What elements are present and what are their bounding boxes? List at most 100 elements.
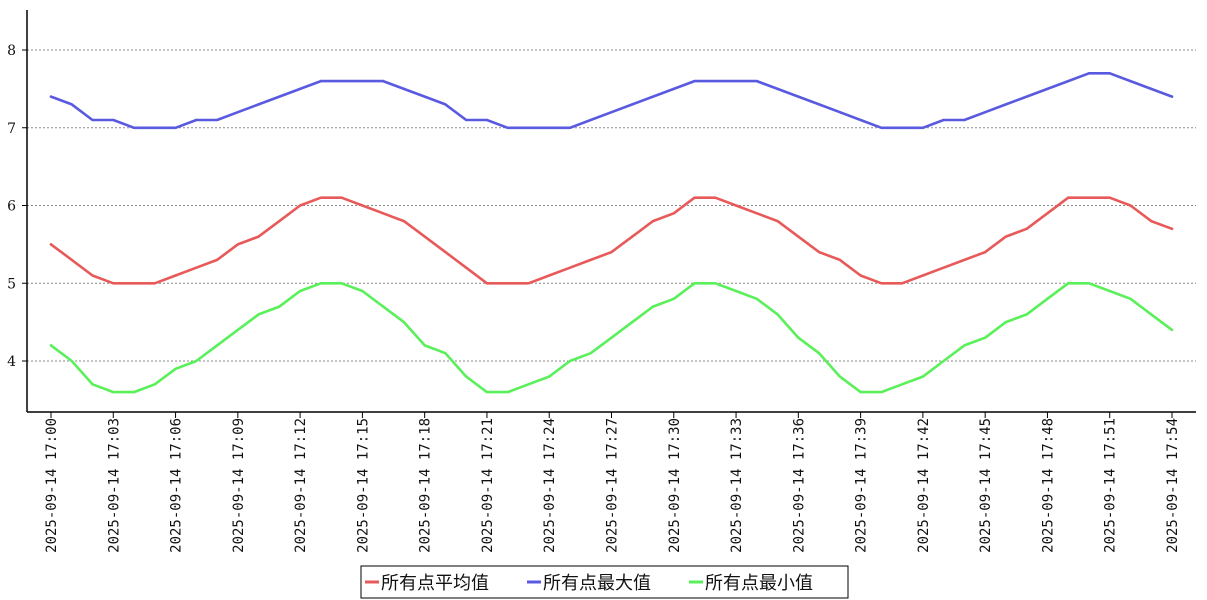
data-point (1170, 227, 1174, 231)
data-point (568, 266, 572, 269)
data-point (464, 266, 468, 269)
data-point (298, 289, 302, 293)
data-point (444, 250, 447, 254)
legend-box (360, 565, 849, 599)
data-point (610, 250, 613, 254)
x-tick-label: 2025-09-14 17:27 (605, 418, 621, 553)
data-point (132, 282, 136, 285)
data-point (340, 196, 343, 199)
y-tick-label: 8 (7, 43, 16, 59)
data-point (215, 344, 219, 347)
data-point (361, 289, 364, 293)
data-point (174, 126, 177, 129)
data-point (859, 390, 862, 394)
data-point (1170, 95, 1174, 98)
data-point (1025, 313, 1028, 316)
data-point (1067, 282, 1070, 285)
data-point (714, 79, 717, 83)
data-point (132, 126, 136, 129)
data-point (1150, 313, 1153, 316)
data-point (610, 336, 613, 339)
data-point (631, 235, 634, 238)
x-tick-label: 2025-09-14 17:30 (667, 418, 683, 553)
data-point (1087, 72, 1091, 75)
data-point (568, 126, 572, 129)
data-point (195, 266, 198, 269)
data-point (880, 282, 883, 285)
x-tick-label: 2025-09-14 17:24 (542, 418, 558, 553)
data-point (506, 126, 509, 129)
data-point (714, 282, 717, 285)
data-point (1087, 282, 1091, 285)
data-point (838, 258, 842, 262)
data-point (631, 103, 634, 106)
data-point (485, 118, 489, 122)
data-point (112, 390, 115, 394)
data-point (49, 95, 53, 98)
data-point (319, 282, 323, 285)
data-point (693, 282, 696, 285)
data-point (942, 359, 945, 363)
data-point (236, 243, 240, 246)
data-point (1129, 79, 1132, 83)
data-point (236, 111, 240, 114)
x-tick-label: 2025-09-14 17:33 (729, 418, 745, 553)
data-point (797, 336, 800, 339)
data-point (859, 274, 862, 277)
data-point (174, 274, 177, 277)
data-point (195, 359, 198, 363)
x-tick-label: 2025-09-14 17:54 (1165, 418, 1181, 553)
data-point (278, 219, 281, 223)
data-point (361, 79, 364, 83)
series-layer (49, 72, 1174, 394)
x-tick-label: 2025-09-14 17:42 (916, 418, 932, 553)
data-point (402, 320, 406, 324)
x-tick-label: 2025-09-14 17:36 (791, 418, 807, 553)
y-tick-label: 6 (7, 199, 16, 215)
data-point (464, 375, 468, 378)
data-point (1025, 95, 1028, 98)
data-point (880, 390, 883, 394)
data-point (174, 367, 177, 370)
data-point (423, 95, 426, 98)
data-point (963, 344, 966, 347)
data-point (734, 79, 738, 83)
data-point (983, 336, 987, 339)
data-point (1170, 328, 1174, 332)
x-tick-label: 2025-09-14 17:51 (1103, 418, 1119, 553)
data-point (485, 390, 489, 394)
data-point (589, 258, 592, 262)
data-point (1004, 320, 1008, 324)
x-tick-label: 2025-09-14 17:00 (44, 418, 60, 553)
data-point (215, 258, 219, 262)
data-point (381, 79, 385, 83)
data-point (506, 390, 509, 394)
data-point (1046, 297, 1049, 300)
data-point (278, 95, 281, 98)
data-point (1129, 297, 1132, 300)
data-point (817, 103, 821, 106)
data-point (714, 196, 717, 199)
data-point (506, 282, 509, 285)
data-point (942, 118, 945, 122)
data-point (921, 375, 925, 378)
x-tick-label: 2025-09-14 17:45 (978, 418, 994, 553)
data-point (444, 352, 447, 355)
data-point (1087, 196, 1091, 199)
x-tick-label: 2025-09-14 17:15 (355, 418, 371, 553)
data-point (153, 282, 156, 285)
data-point (298, 204, 302, 207)
data-point (49, 344, 53, 347)
data-point (1150, 87, 1153, 91)
data-point (776, 313, 779, 316)
axes-layer: 4 5 6 7 8 2025-09-14 17:00 2025-09-14 17:03 202… (7, 10, 1196, 553)
data-point (548, 375, 551, 378)
data-point (859, 118, 862, 122)
data-point (797, 95, 800, 98)
data-point (1108, 196, 1111, 199)
data-point (755, 212, 759, 215)
data-point (381, 305, 385, 308)
data-point (797, 235, 800, 238)
data-point (983, 111, 987, 114)
